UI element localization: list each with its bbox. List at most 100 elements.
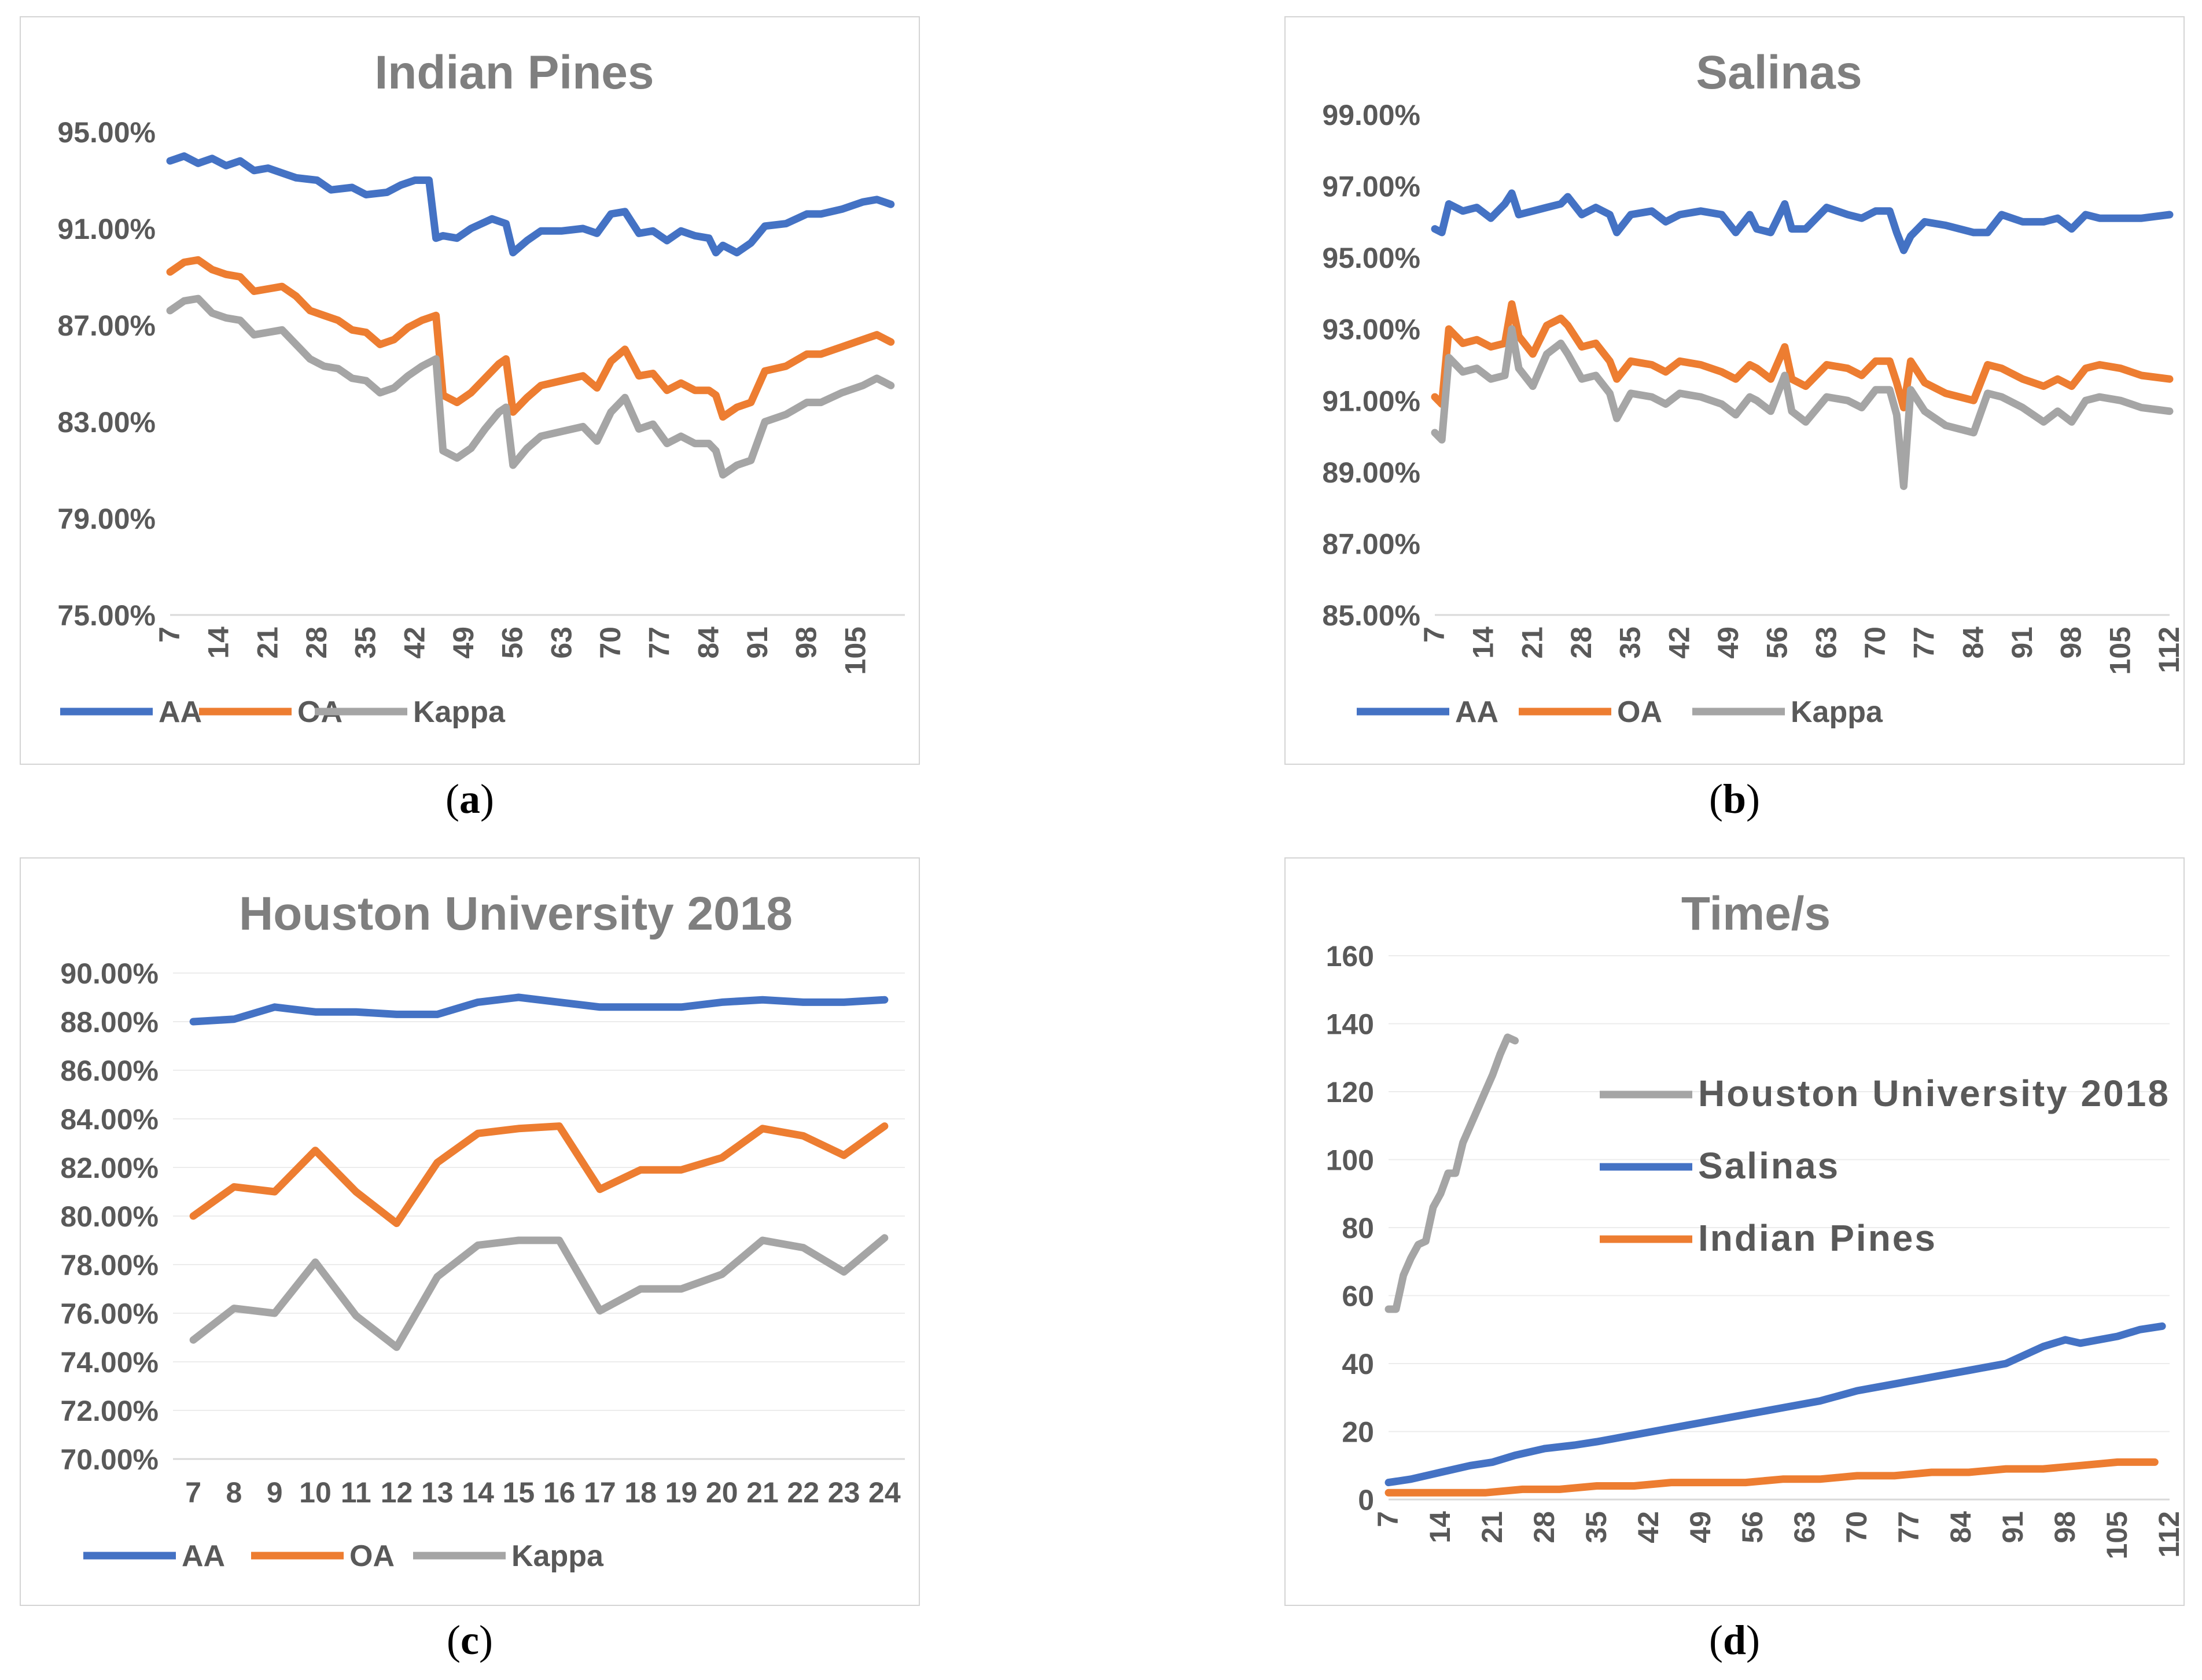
legend-label: Kappa: [511, 1539, 604, 1573]
y-tick-label: 95.00%: [1322, 242, 1420, 274]
x-tick-label: 56: [1736, 1511, 1769, 1543]
series-line-salinas: [1384, 1322, 2166, 1487]
chart-time: Time/s 0 20 40 60 80 100 120 140 160 7 14 21 28 35 42 49…: [1326, 887, 2185, 1559]
x-tick-label: 9: [267, 1476, 283, 1509]
y-tick-label: 87.00%: [57, 310, 156, 342]
y-tick-label: 75.00%: [57, 599, 156, 632]
x-tick-label: 22: [787, 1476, 819, 1509]
x-tick-label: 112: [2153, 627, 2185, 673]
x-tick-label: 7: [1418, 627, 1450, 643]
chart-frame-b: [1284, 16, 2185, 765]
x-tick-label: 8: [226, 1476, 242, 1509]
y-tick-label: 72.00%: [60, 1395, 159, 1427]
x-tick-label: 28: [300, 627, 333, 659]
x-tick-label: 105: [2104, 627, 2136, 675]
y-tick-label: 83.00%: [57, 406, 156, 439]
chart-salinas: Salinas 85.00% 87.00% 89.00% 91.00% 93.00% 95.…: [1322, 46, 2185, 729]
x-tick-label: 84: [692, 627, 724, 659]
x-tick-label: 35: [349, 627, 382, 659]
series-line-oa: [1431, 300, 2174, 412]
x-tick-label: 16: [543, 1476, 576, 1509]
x-tick-label: 35: [1580, 1511, 1612, 1543]
x-tick-label: 77: [643, 627, 676, 659]
y-tick-label: 100: [1326, 1144, 1374, 1177]
caption-a: (a): [445, 776, 494, 822]
x-tick-label: 91: [741, 627, 774, 659]
y-tick-label: 85.00%: [1322, 599, 1420, 632]
x-tick-label: 49: [447, 627, 480, 659]
x-tick-label: 98: [790, 627, 823, 659]
x-tick-label: 7: [153, 627, 186, 643]
x-tick-label: 91: [2006, 627, 2038, 659]
y-tick-label: 97.00%: [1322, 171, 1420, 203]
x-tick-label: 21: [746, 1476, 779, 1509]
y-tick-label: 0: [1358, 1484, 1374, 1516]
x-tick-label: 49: [1684, 1511, 1717, 1543]
x-tick-label: 70: [594, 627, 627, 659]
x-tick-label: 23: [828, 1476, 860, 1509]
x-tick-label: 42: [398, 627, 430, 659]
x-tick-label: 21: [251, 627, 283, 659]
x-tick-label: 10: [299, 1476, 332, 1509]
caption-d: (d): [1708, 1617, 1760, 1663]
y-tick-label: 74.00%: [60, 1346, 159, 1379]
legend-label: Salinas: [1698, 1145, 1840, 1187]
x-tick-label: 17: [584, 1476, 616, 1509]
chart-frame-c: [20, 857, 920, 1606]
y-tick-label: 20: [1342, 1416, 1374, 1449]
legend-label: Indian Pines: [1698, 1217, 1937, 1259]
series-line-aa: [189, 993, 889, 1026]
x-tick-label: 21: [1476, 1511, 1508, 1543]
y-tick-label: 160: [1326, 940, 1374, 972]
legend-label: Houston University 2018: [1698, 1073, 2170, 1114]
x-tick-label: 18: [624, 1476, 657, 1509]
x-tick-label: 28: [1528, 1511, 1560, 1543]
x-tick-label: 91: [1997, 1511, 2029, 1543]
x-tick-label: 28: [1565, 627, 1597, 659]
series-line-aa: [1431, 189, 2174, 255]
x-tick-label: 35: [1614, 627, 1647, 659]
x-tick-label: 63: [1810, 627, 1842, 659]
y-tick-label: 78.00%: [60, 1249, 159, 1281]
x-tick-label: 20: [706, 1476, 738, 1509]
x-tick-label: 63: [1788, 1511, 1821, 1543]
caption-b: (b): [1708, 776, 1760, 822]
x-tick-label: 24: [868, 1476, 901, 1509]
legend-label: AA: [182, 1539, 225, 1573]
y-tick-label: 88.00%: [60, 1006, 159, 1038]
series-line-aa: [166, 152, 895, 257]
chart-title: Salinas: [1696, 46, 1862, 99]
x-tick-label: 14: [1467, 627, 1500, 659]
x-tick-label: 12: [381, 1476, 413, 1509]
x-tick-label: 70: [1840, 1511, 1873, 1543]
legend-label: Kappa: [413, 695, 506, 729]
y-tick-label: 120: [1326, 1076, 1374, 1108]
y-tick-label: 60: [1342, 1280, 1374, 1313]
y-tick-label: 87.00%: [1322, 528, 1420, 560]
y-tick-label: 89.00%: [1322, 456, 1420, 489]
series-line-kappa: [1431, 325, 2174, 491]
series-line-kappa: [166, 294, 895, 479]
y-tick-label: 40: [1342, 1348, 1374, 1380]
chart-houston-university-2018: Houston University 2018 70.00% 72.00% 74.00…: [60, 887, 905, 1573]
y-tick-label: 95.00%: [57, 116, 156, 149]
x-tick-label: 14: [1424, 1511, 1456, 1543]
x-tick-label: 11: [341, 1476, 371, 1509]
x-tick-label: 77: [1908, 627, 1940, 659]
x-tick-label: 84: [1957, 627, 1989, 659]
series-line-houston-university-2018: [1384, 1033, 1519, 1313]
x-tick-label: 98: [2055, 627, 2087, 659]
x-tick-label: 105: [839, 627, 871, 675]
x-tick-label: 42: [1632, 1511, 1665, 1543]
caption-c: (c): [447, 1617, 493, 1663]
x-tick-label: 112: [2153, 1511, 2185, 1558]
y-tick-label: 84.00%: [60, 1103, 159, 1136]
x-tick-label: 63: [545, 627, 577, 659]
x-tick-label: 49: [1712, 627, 1744, 659]
legend-label: OA: [349, 1539, 395, 1573]
x-tick-label: 21: [1516, 627, 1548, 659]
y-tick-label: 79.00%: [57, 503, 156, 535]
x-tick-label: 7: [185, 1476, 201, 1509]
x-tick-label: 13: [421, 1476, 454, 1509]
x-tick-label: 7: [1372, 1511, 1404, 1527]
